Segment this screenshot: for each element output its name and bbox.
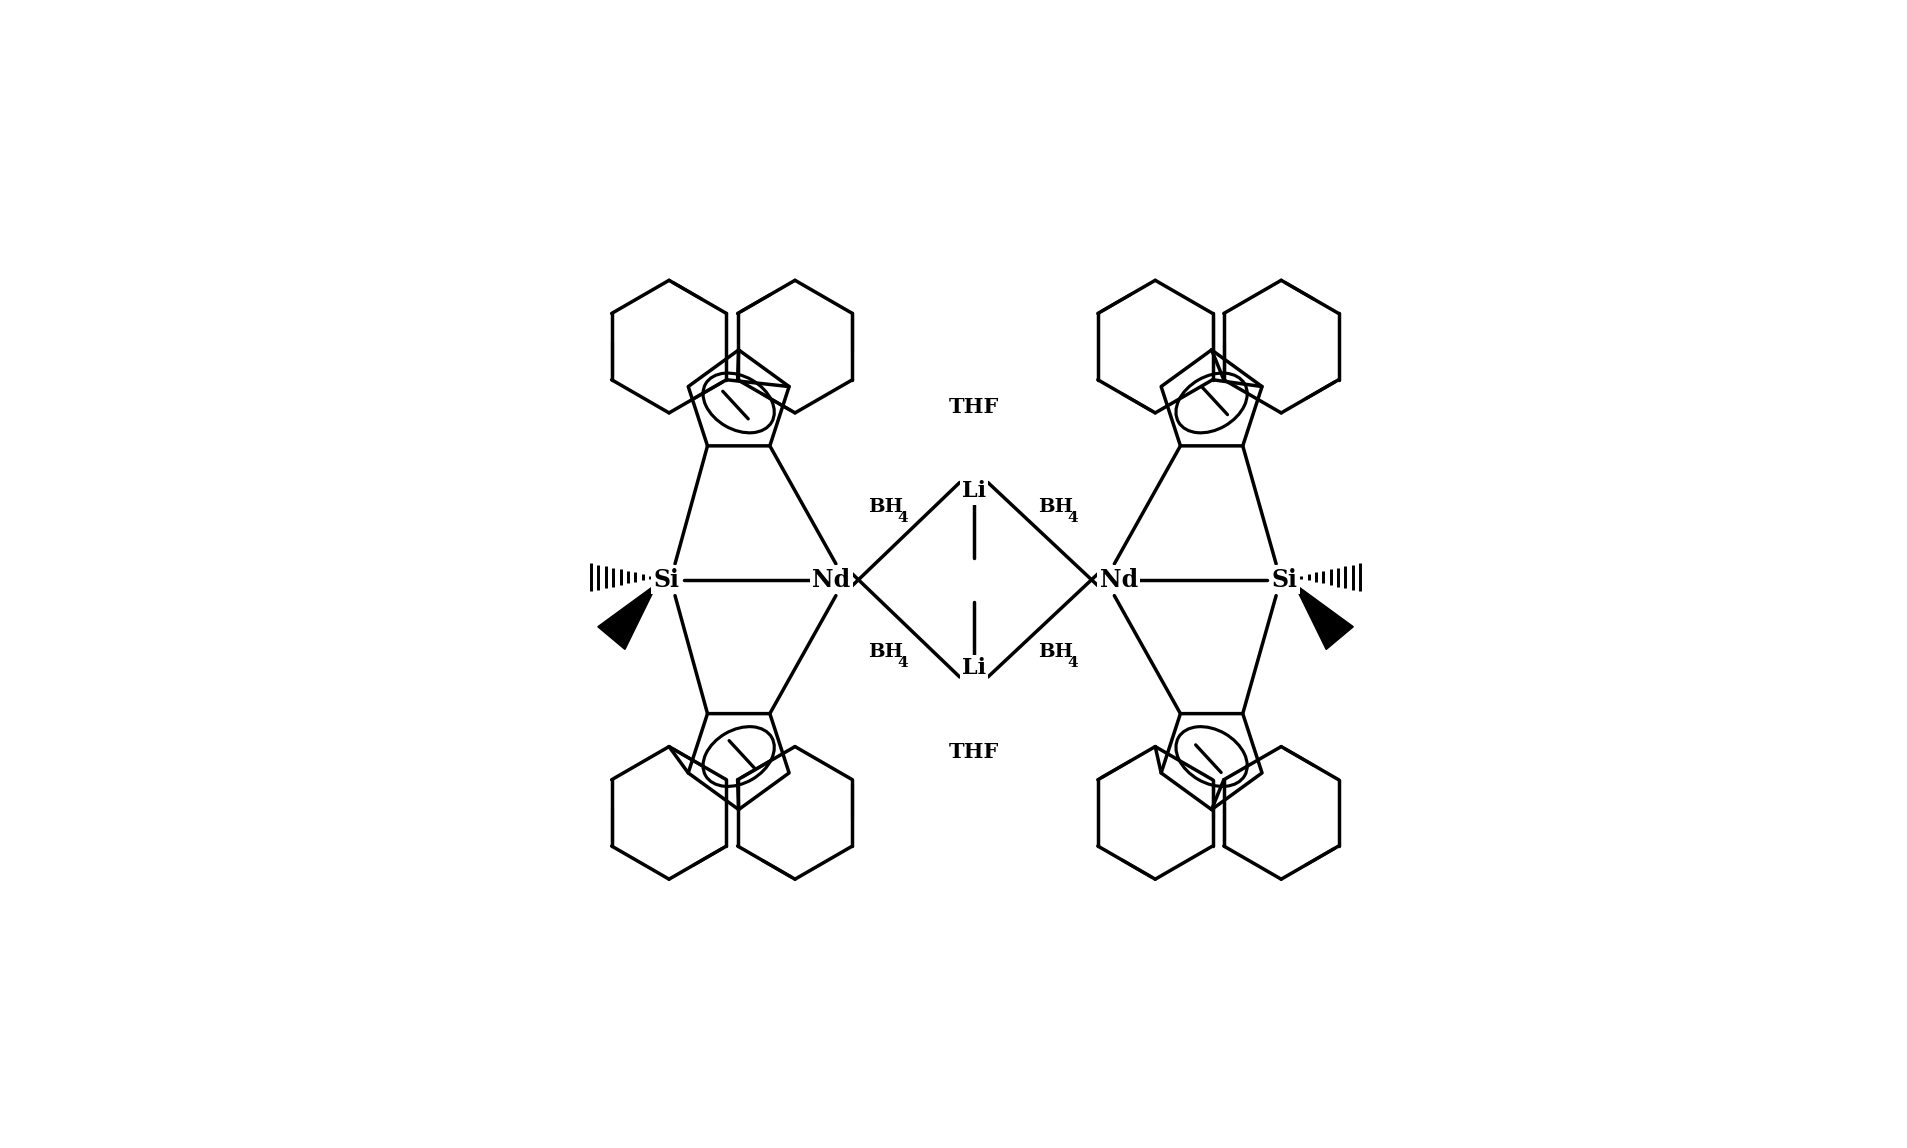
Text: BH: BH xyxy=(1037,498,1072,517)
Text: BH: BH xyxy=(868,498,902,517)
Text: 4: 4 xyxy=(898,656,908,669)
Text: Nd: Nd xyxy=(1100,568,1138,591)
Text: THF: THF xyxy=(948,742,999,762)
Text: Nd: Nd xyxy=(812,568,851,591)
Text: Li: Li xyxy=(961,657,986,680)
Text: 4: 4 xyxy=(1068,656,1077,669)
Text: Si: Si xyxy=(654,568,679,591)
Polygon shape xyxy=(597,583,658,650)
Text: 4: 4 xyxy=(898,511,908,525)
Text: Si: Si xyxy=(1272,568,1299,591)
Text: BH: BH xyxy=(868,643,902,661)
Text: THF: THF xyxy=(948,397,999,418)
Polygon shape xyxy=(1293,583,1354,650)
Text: BH: BH xyxy=(1037,643,1072,661)
Text: Li: Li xyxy=(961,480,986,503)
Text: 4: 4 xyxy=(1068,511,1077,525)
